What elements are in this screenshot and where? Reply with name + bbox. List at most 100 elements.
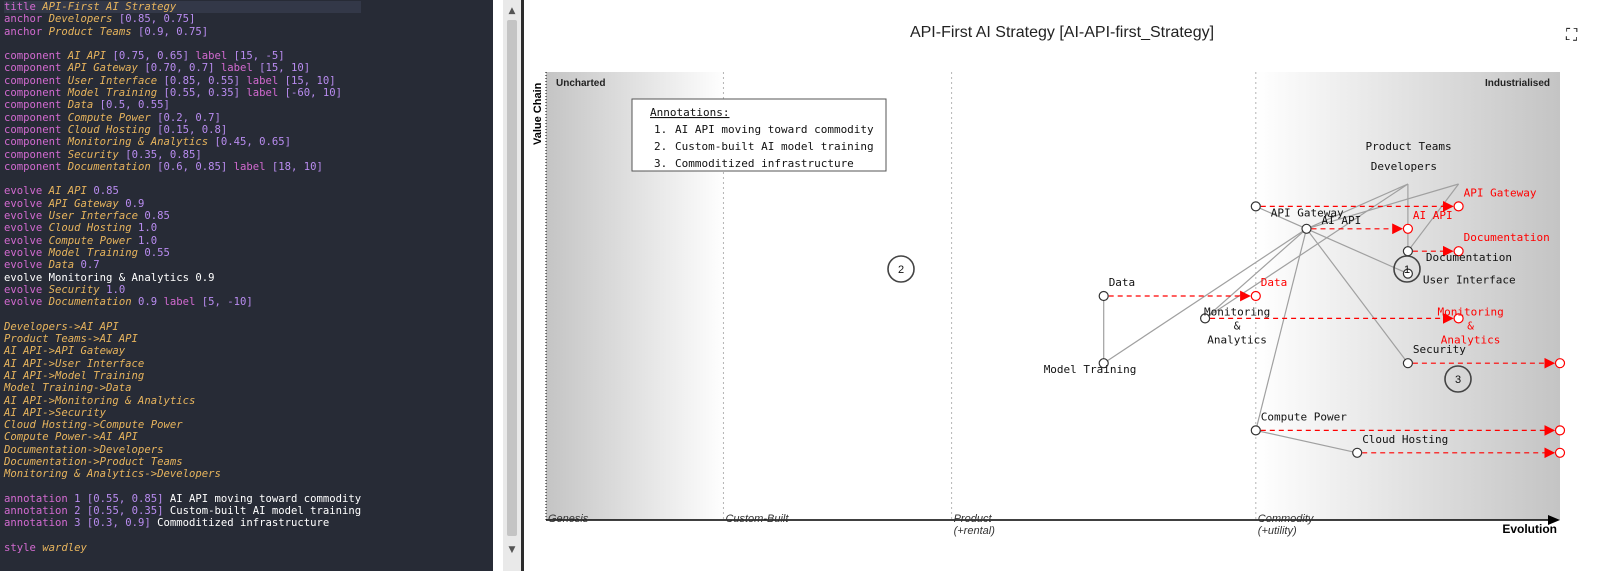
code-token: 2 [0.55, 0.35] <box>74 505 170 518</box>
code-line[interactable]: evolve API Gateway 0.9 <box>4 198 361 210</box>
code-line[interactable]: evolve Compute Power 1.0 <box>4 235 361 247</box>
code-token: [15, 10] <box>284 74 336 87</box>
annotation-text: Custom-built AI model training <box>675 140 874 153</box>
code-line[interactable]: annotation 1 [0.55, 0.85] AI API moving … <box>4 493 361 505</box>
code-token: wardley <box>42 542 87 555</box>
code-line[interactable]: AI API->API Gateway <box>4 345 361 357</box>
dependency-link <box>1306 228 1409 364</box>
code-line[interactable]: evolve Data 0.7 <box>4 259 361 271</box>
code-line[interactable]: AI API->Security <box>4 407 361 419</box>
evolved-component-label: Documentation <box>1464 231 1550 244</box>
code-token: Model Training <box>67 87 164 100</box>
dependency-link <box>1306 183 1409 230</box>
code-token: AI API->Model Training <box>4 369 145 382</box>
code-token: AI API <box>48 185 94 198</box>
code-line[interactable]: component Documentation [0.6, 0.85] labe… <box>4 161 361 173</box>
code-line[interactable]: component User Interface [0.85, 0.55] la… <box>4 75 361 87</box>
code-line[interactable]: evolve User Interface 0.85 <box>4 210 361 222</box>
code-token: [0.35, 0.85] <box>125 148 202 161</box>
code-line[interactable]: component Monitoring & Analytics [0.45, … <box>4 136 361 148</box>
code-line[interactable]: AI API->Monitoring & Analytics <box>4 395 361 407</box>
component-label: Compute Power <box>1261 410 1347 423</box>
code-line[interactable] <box>4 173 361 185</box>
code-token: API-First AI Strategy <box>42 1 177 13</box>
code-line[interactable]: Documentation->Product Teams <box>4 456 361 468</box>
code-line[interactable]: annotation 2 [0.55, 0.35] Custom-built A… <box>4 505 361 517</box>
code-line[interactable]: evolve Security 1.0 <box>4 284 361 296</box>
scroll-up-arrow-icon[interactable]: ▲ <box>508 6 516 16</box>
code-token: Cloud Hosting <box>48 222 138 235</box>
scroll-thumb[interactable] <box>507 20 517 536</box>
editor-scrollbar[interactable]: ▲ ▼ <box>503 0 521 571</box>
annotation-number: 2. <box>654 140 667 153</box>
code-line[interactable]: AI API->Model Training <box>4 370 361 382</box>
stage-label: Product <box>954 513 993 525</box>
code-line[interactable] <box>4 481 361 493</box>
code-text[interactable]: title API-First AI Strategy anchor Develo… <box>4 1 362 554</box>
code-line[interactable]: Compute Power->AI API <box>4 431 361 443</box>
code-line[interactable]: Monitoring & Analytics->Developers <box>4 468 361 480</box>
code-line[interactable] <box>4 308 361 320</box>
evolved-component-label: Monitoring <box>1437 305 1503 318</box>
code-line[interactable]: AI API->User Interface <box>4 358 361 370</box>
evolved-component-marker <box>1250 290 1261 302</box>
annotation-marker <box>1393 255 1421 283</box>
code-line[interactable]: anchor Developers [0.85, 0.75] <box>4 13 361 25</box>
code-token: [15, -5] <box>233 50 285 63</box>
evolved-component-marker <box>1453 201 1464 212</box>
component-marker <box>1301 223 1312 234</box>
code-line[interactable]: Documentation->Developers <box>4 444 361 456</box>
scroll-down-arrow-icon[interactable]: ▼ <box>508 545 516 555</box>
code-token: evolve <box>4 283 49 296</box>
code-token: component <box>4 99 68 112</box>
code-line[interactable]: Developers->AI API <box>4 321 361 333</box>
code-token: 3 [0.3, 0.9] <box>74 517 158 530</box>
code-editor[interactable]: title API-First AI Strategy anchor Develo… <box>0 0 493 571</box>
code-line[interactable]: component Security [0.35, 0.85] <box>4 149 361 161</box>
evolved-component-label: & <box>1467 319 1474 332</box>
code-line[interactable]: evolve Model Training 0.55 <box>4 247 361 259</box>
component-label: Security <box>1413 343 1466 356</box>
code-line[interactable]: component API Gateway [0.70, 0.7] label … <box>4 62 361 74</box>
code-line[interactable]: component Model Training [0.55, 0.35] la… <box>4 87 361 99</box>
code-line[interactable] <box>4 38 361 50</box>
component-marker <box>1098 290 1109 302</box>
component-marker <box>1250 425 1261 436</box>
code-token: 0.55 <box>144 246 170 259</box>
code-line[interactable]: component Cloud Hosting [0.15, 0.8] <box>4 124 361 136</box>
code-token: 1.0 <box>137 222 158 235</box>
annotation-marker <box>887 255 915 283</box>
code-line[interactable]: title API-First AI Strategy <box>4 1 362 14</box>
code-token: evolve <box>4 210 49 223</box>
code-token: label <box>163 296 202 309</box>
component-label: Model Training <box>1044 363 1137 376</box>
annotation-marker-number: 2 <box>898 264 904 276</box>
code-token: [0.70, 0.7] <box>144 62 221 75</box>
fullscreen-icon[interactable]: ⛶ <box>1566 25 1578 44</box>
evolved-component-label: Analytics <box>1441 333 1501 346</box>
code-line[interactable]: component Data [0.5, 0.55] <box>4 99 361 111</box>
code-line[interactable]: evolve Cloud Hosting 1.0 <box>4 222 361 234</box>
code-line[interactable]: evolve Monitoring & Analytics 0.9 <box>4 272 361 284</box>
code-line[interactable]: evolve AI API 0.85 <box>4 185 361 197</box>
anchor-label: Developers <box>1371 160 1437 173</box>
code-line[interactable]: Model Training->Data <box>4 382 361 394</box>
code-token: annotation <box>4 517 75 530</box>
code-line[interactable]: evolve Documentation 0.9 label [5, -10] <box>4 296 361 308</box>
evolved-component-marker <box>1554 447 1566 458</box>
code-token: Developers <box>48 13 119 26</box>
code-line[interactable]: annotation 3 [0.3, 0.9] Commoditized inf… <box>4 517 361 529</box>
stage-label: Genesis <box>548 513 589 525</box>
code-line[interactable]: Cloud Hosting->Compute Power <box>4 419 361 431</box>
code-line[interactable]: component AI API [0.75, 0.65] label [15,… <box>4 50 361 62</box>
evolved-component-marker <box>1453 313 1464 324</box>
pane-divider[interactable] <box>521 0 524 571</box>
code-line[interactable] <box>4 530 361 542</box>
code-line[interactable]: component Compute Power [0.2, 0.7] <box>4 112 361 124</box>
code-line[interactable]: anchor Product Teams [0.9, 0.75] <box>4 26 361 38</box>
code-token: evolve <box>4 185 49 198</box>
code-line[interactable]: style wardley <box>4 542 361 554</box>
code-line[interactable]: Product Teams->AI API <box>4 333 361 345</box>
evolved-component-label: AI API <box>1413 209 1453 222</box>
component-marker <box>1098 358 1109 369</box>
